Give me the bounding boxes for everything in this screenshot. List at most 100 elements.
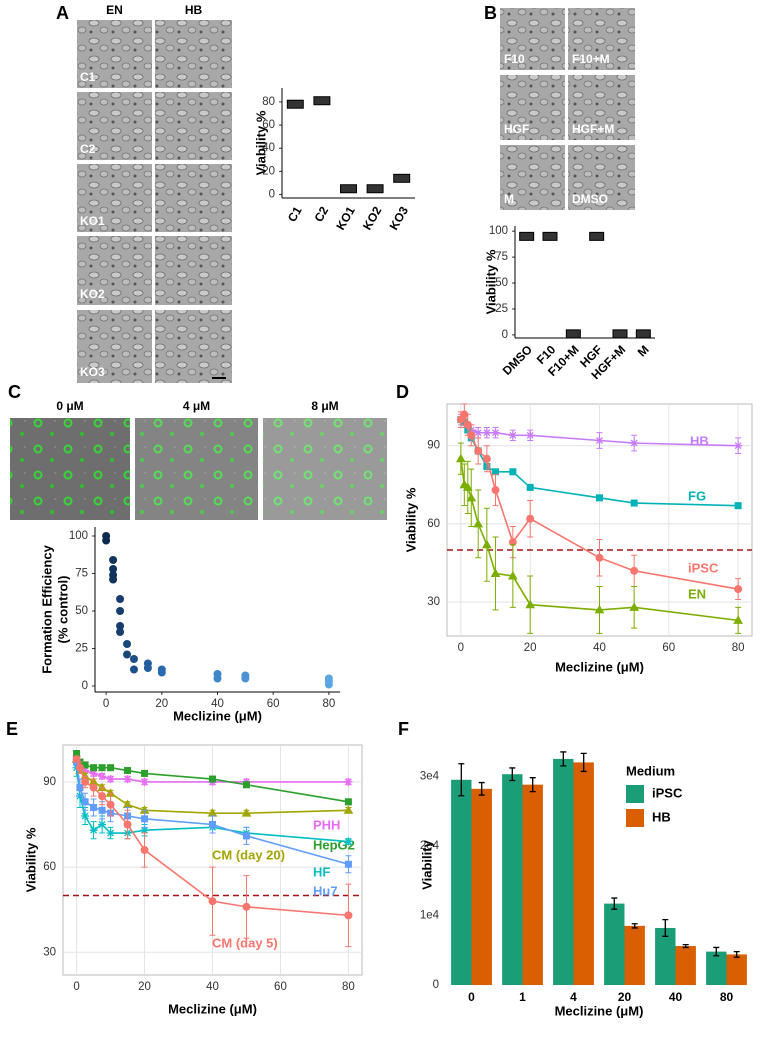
- y-axis-title: Viability %: [483, 249, 498, 314]
- image-label: HGF+M: [572, 122, 614, 136]
- bar: [451, 779, 472, 985]
- image-label: F10: [504, 52, 525, 66]
- y-tick-label: 75: [75, 568, 88, 580]
- x-tick-label: 40: [669, 990, 683, 1004]
- crossbar: [519, 231, 535, 241]
- x-tick-label: 0: [468, 990, 475, 1004]
- x-tick-label: 4: [570, 990, 577, 1004]
- crossbar: [612, 329, 628, 339]
- micrograph: [500, 8, 565, 70]
- legend-swatch: [626, 785, 644, 803]
- point: [456, 453, 466, 463]
- point: [98, 764, 106, 772]
- bar: [573, 762, 594, 985]
- point: [140, 777, 149, 786]
- error-bar: [560, 751, 567, 767]
- micrograph: [77, 20, 152, 88]
- image-label: F10+M: [572, 52, 610, 66]
- point: [324, 680, 333, 689]
- x-tick-label: KO2: [360, 204, 385, 233]
- x-tick-label: 40: [206, 981, 219, 993]
- point: [526, 431, 535, 440]
- point: [209, 775, 216, 783]
- y-tick-label: 90: [43, 776, 56, 788]
- x-tick-label: M: [635, 342, 652, 359]
- micrograph: [263, 418, 387, 520]
- panel-label: A: [56, 3, 69, 23]
- x-tick-label: 80: [732, 642, 745, 654]
- point: [98, 772, 107, 781]
- micrograph: [10, 418, 130, 520]
- y-axis-title: (% control): [55, 576, 70, 644]
- point: [89, 826, 98, 835]
- bar: [471, 788, 492, 985]
- x-tick-label: KO3: [387, 204, 412, 233]
- y-axis-title: Viability: [419, 839, 434, 889]
- point: [241, 808, 252, 817]
- image-label: HGF: [504, 122, 529, 136]
- error-bar: [682, 944, 689, 949]
- error-bar: [611, 897, 618, 910]
- x-tick-label: 60: [662, 642, 675, 654]
- series-label: CM (day 20): [212, 847, 285, 862]
- y-tick-label: 3e4: [420, 770, 440, 782]
- point: [242, 832, 250, 840]
- series-label: CM (day 5): [212, 935, 278, 950]
- point: [109, 556, 118, 564]
- image-title: 4 μM: [183, 399, 210, 413]
- point: [141, 769, 149, 777]
- x-tick-label: 20: [524, 642, 537, 654]
- point: [116, 628, 125, 636]
- y-tick-label: 50: [495, 277, 508, 289]
- y-tick-label: 60: [262, 119, 275, 131]
- series-label: PHH: [313, 817, 340, 832]
- y-tick-label: 100: [69, 530, 88, 542]
- point: [81, 766, 90, 775]
- point: [72, 755, 81, 764]
- point: [107, 764, 115, 772]
- y-axis-title: Viability %: [253, 110, 268, 175]
- point: [123, 820, 132, 829]
- y-tick-label: 0: [502, 329, 508, 341]
- point: [474, 428, 483, 437]
- y-tick-label: 80: [262, 96, 275, 108]
- point: [106, 800, 115, 809]
- series-label: HF: [313, 864, 330, 879]
- point: [734, 585, 743, 594]
- point: [467, 431, 476, 440]
- y-tick-label: 2e4: [420, 840, 440, 852]
- micrograph: [500, 145, 565, 210]
- point: [490, 568, 501, 577]
- point: [734, 441, 743, 450]
- y-tick-label: 0: [269, 189, 275, 201]
- y-tick-label: 0: [433, 979, 439, 991]
- series-label: EN: [688, 586, 706, 601]
- point: [525, 599, 536, 609]
- micrograph: [155, 236, 232, 305]
- point: [75, 763, 84, 772]
- point: [116, 607, 125, 615]
- bar: [604, 903, 625, 985]
- micrograph: [568, 8, 635, 70]
- error-bar: [580, 752, 587, 773]
- image-label: C2: [80, 142, 96, 156]
- y-axis-title: Formation Efficiency: [39, 544, 54, 673]
- point: [90, 764, 98, 772]
- error-bar: [458, 763, 465, 797]
- micrograph: [77, 310, 152, 383]
- x-axis-title: Meclizine (μM): [173, 708, 262, 723]
- y-tick-label: 50: [75, 605, 88, 617]
- point: [123, 775, 132, 784]
- y-tick-label: 20: [262, 165, 275, 177]
- point: [473, 518, 484, 528]
- point: [491, 486, 500, 495]
- point: [143, 664, 152, 672]
- x-tick-label: 20: [618, 990, 632, 1004]
- point: [90, 803, 98, 811]
- x-tick-label: 80: [342, 981, 355, 993]
- bar: [553, 758, 574, 985]
- point: [466, 492, 477, 502]
- x-tick-label: 1: [519, 990, 526, 1004]
- point: [491, 428, 500, 437]
